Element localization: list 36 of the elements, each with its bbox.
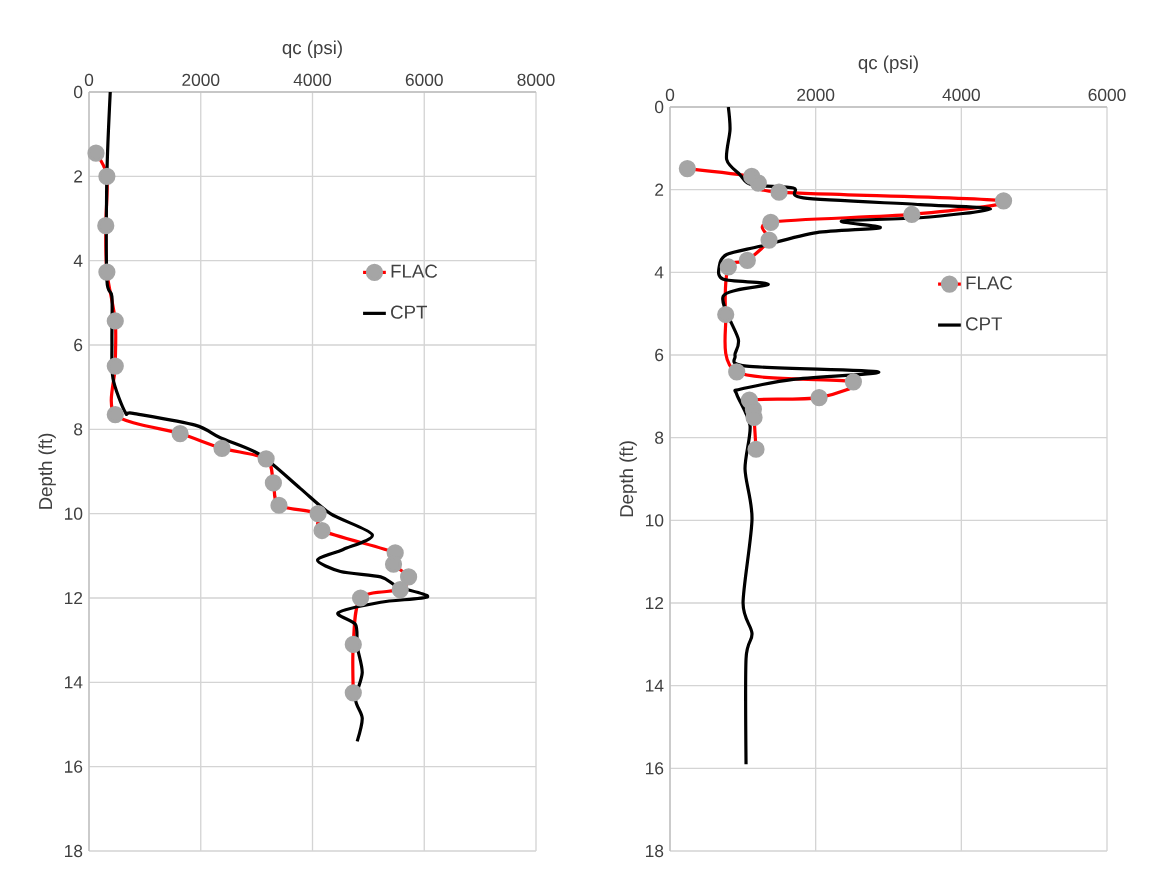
y-tick-label: 6	[74, 338, 83, 352]
y-tick-label: 8	[74, 423, 83, 436]
y-tick-label: 18	[65, 844, 83, 858]
y-tick-label: 10	[646, 514, 664, 527]
y-tick-label: 4	[654, 266, 664, 279]
legend-label: FLAC	[391, 264, 438, 278]
legend-label: FLAC	[966, 276, 1013, 290]
y-tick-label: 14	[65, 676, 83, 689]
x-tick-label: 6000	[1088, 88, 1126, 101]
x-tick-label: 0	[665, 88, 675, 101]
y-tick-label: 12	[646, 596, 664, 610]
y-tick-label: 16	[65, 760, 83, 773]
y-tick-label: 6	[655, 348, 664, 362]
x-tick-label: 2000	[182, 73, 220, 86]
y-tick-label: 18	[646, 844, 664, 858]
x-tick-label: 0	[84, 73, 94, 86]
y-axis-title: Depth (ft)	[619, 441, 637, 517]
y-tick-label: 2	[655, 183, 664, 196]
x-tick-label: 4000	[293, 73, 332, 86]
y-tick-label: 8	[655, 431, 664, 444]
y-tick-label: 16	[646, 762, 664, 775]
x-tick-label: 4000	[942, 88, 980, 101]
y-tick-label: 4	[73, 254, 83, 267]
y-tick-label: 14	[646, 679, 664, 692]
y-tick-label: 10	[65, 507, 83, 520]
x-tick-label: 8000	[517, 73, 555, 86]
y-tick-label: 2	[74, 170, 83, 183]
x-tick-label: 2000	[797, 88, 835, 101]
x-axis-title: qc (psi)	[858, 55, 918, 73]
y-axis-title: Depth (ft)	[38, 433, 56, 509]
y-tick-label: 12	[65, 591, 83, 605]
legend-label: CPT	[391, 305, 428, 319]
x-tick-label: 6000	[405, 73, 443, 86]
y-tick-label: 0	[654, 100, 664, 114]
legend-label: CPT	[966, 317, 1003, 331]
x-axis-title: qc (psi)	[282, 40, 342, 58]
